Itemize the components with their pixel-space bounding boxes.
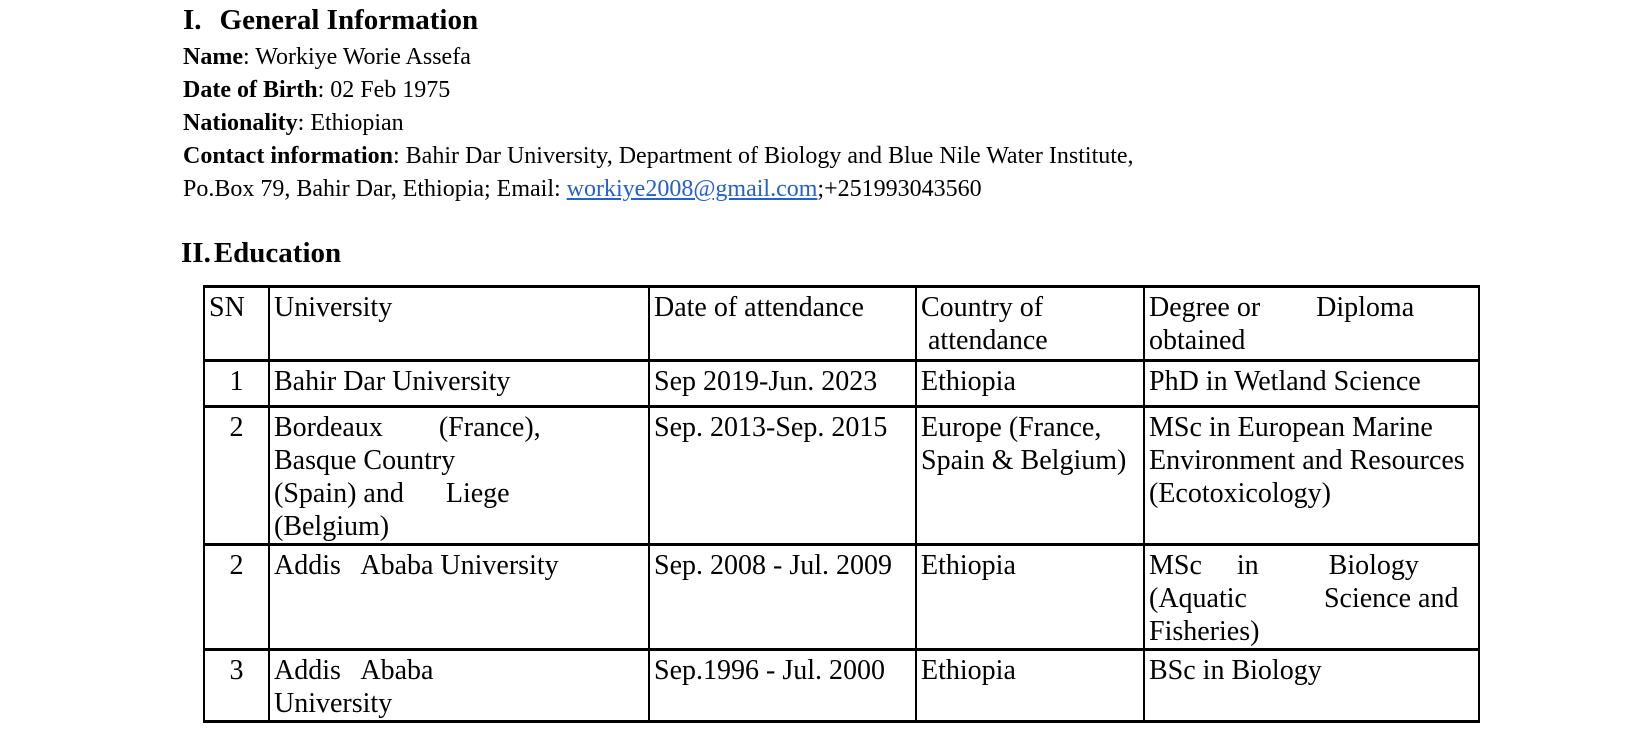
cell-sn: 1 — [203, 360, 270, 407]
name-value: : Workiye Worie Assefa — [242, 44, 471, 70]
cell-country: Ethiopia — [915, 360, 1145, 407]
nationality-line: Nationality: Ethiopian — [183, 107, 1134, 140]
table-header-row: SN University Date of attendance Country… — [203, 286, 1480, 361]
cell-country: Ethiopia — [915, 649, 1145, 722]
section-title: General Information — [219, 4, 479, 36]
name-label: Name — [183, 44, 243, 70]
table-row: 1 Bahir Dar University Sep 2019-Jun. 202… — [203, 360, 1480, 407]
general-info-block: Name: Workiye Worie Assefa Date of Birth… — [183, 41, 1134, 206]
dob-line: Date of Birth: 02 Feb 1975 — [183, 74, 1134, 107]
cell-country: Europe (France, Spain & Belgium) — [915, 406, 1145, 545]
contact-address: Po.Box 79, Bahir Dar, Ethiopia; Email: — [183, 176, 567, 202]
col-header-date: Date of attendance — [648, 286, 917, 361]
email-link[interactable]: workiye2008@gmail.com — [566, 176, 818, 202]
col-header-university: University — [268, 286, 650, 361]
section-heading-general: I. General Information — [183, 4, 478, 37]
contact-value: : Bahir Dar University, Department of Bi… — [392, 143, 1134, 169]
table-row: 3 Addis Ababa University Sep.1996 - Jul.… — [203, 649, 1480, 722]
section-heading-education: II. Education — [181, 237, 341, 270]
dob-value: : 02 Feb 1975 — [317, 77, 451, 103]
cell-sn: 2 — [203, 406, 270, 545]
col-header-degree: Degree or Diploma obtained — [1143, 286, 1480, 361]
name-line: Name: Workiye Worie Assefa — [183, 41, 1134, 74]
cell-university: Addis Ababa University — [268, 649, 650, 722]
section-number: I. — [183, 4, 202, 36]
cell-date: Sep. 2013-Sep. 2015 — [648, 406, 917, 545]
cell-sn: 2 — [203, 544, 270, 650]
section-title: Education — [213, 237, 342, 269]
col-header-sn: SN — [203, 286, 270, 361]
cell-date: Sep.1996 - Jul. 2000 — [648, 649, 917, 722]
cell-degree: MSc in European Marine Environment and R… — [1143, 406, 1480, 545]
cell-university: Bahir Dar University — [268, 360, 650, 407]
cell-degree: MSc in Biology (Aquatic Science and Fish… — [1143, 544, 1480, 650]
cell-sn: 3 — [203, 649, 270, 722]
contact-label: Contact information — [183, 143, 393, 169]
cell-university: Bordeaux (France), Basque Country (Spain… — [268, 406, 650, 545]
cell-date: Sep. 2008 - Jul. 2009 — [648, 544, 917, 650]
nationality-value: : Ethiopian — [297, 110, 404, 136]
cell-country: Ethiopia — [915, 544, 1145, 650]
col-header-country: Country of attendance — [915, 286, 1145, 361]
dob-label: Date of Birth — [183, 77, 318, 103]
section-number: II. — [181, 237, 211, 269]
nationality-label: Nationality — [183, 110, 298, 136]
cell-degree: PhD in Wetland Science — [1143, 360, 1480, 407]
contact-line-1: Contact information: Bahir Dar Universit… — [183, 140, 1134, 173]
contact-phone: ;+251993043560 — [817, 176, 982, 202]
education-table: SN University Date of attendance Country… — [203, 285, 1480, 723]
contact-line-2: Po.Box 79, Bahir Dar, Ethiopia; Email: w… — [183, 173, 1134, 206]
cell-date: Sep 2019-Jun. 2023 — [648, 360, 917, 407]
table-row: 2 Bordeaux (France), Basque Country (Spa… — [203, 406, 1480, 545]
cell-university: Addis Ababa University — [268, 544, 650, 650]
table-row: 2 Addis Ababa University Sep. 2008 - Jul… — [203, 544, 1480, 650]
cell-degree: BSc in Biology — [1143, 649, 1480, 722]
